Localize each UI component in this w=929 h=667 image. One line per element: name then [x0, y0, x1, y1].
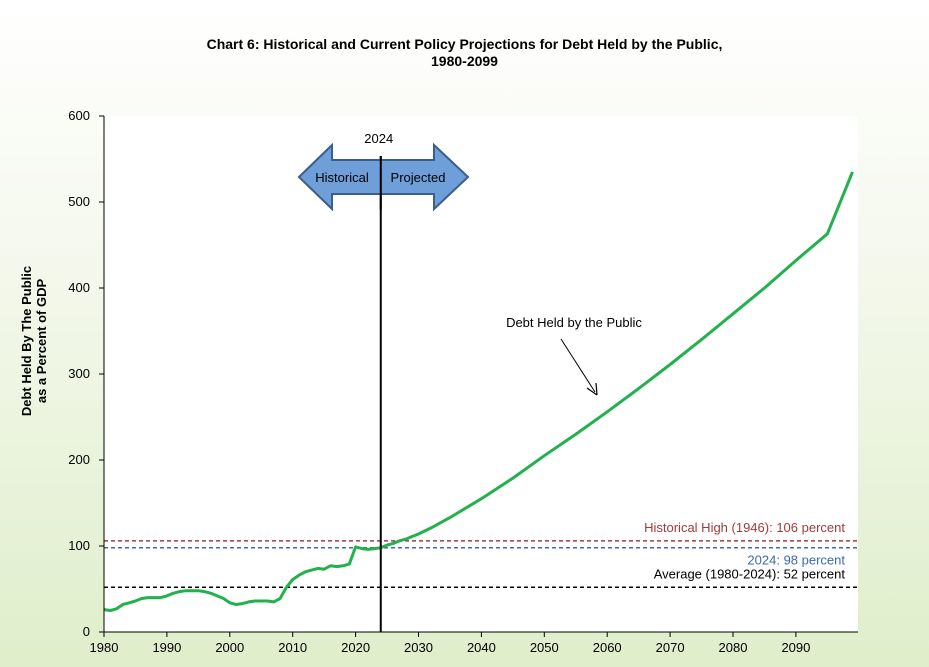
y-tick-label: 100 — [68, 538, 90, 553]
y-tick-label: 0 — [83, 624, 90, 639]
series-annotation-arrowhead — [586, 382, 598, 396]
y-tick-label: 600 — [68, 108, 90, 123]
y-axis-label-line1: Debt Held By The Public — [19, 266, 34, 416]
x-tick-label: 2030 — [404, 640, 433, 655]
x-tick-label: 1990 — [152, 640, 181, 655]
series-annotation-pointer — [560, 338, 596, 393]
y-tick-label: 300 — [68, 366, 90, 381]
chart-title: Chart 6: Historical and Current Policy P… — [0, 36, 929, 70]
reference-line-label: 2024: 98 percent — [747, 553, 845, 568]
y-axis-ticks: 0 100 200 300 400 500 600 — [68, 108, 104, 639]
chart-title-line1: Chart 6: Historical and Current Policy P… — [206, 36, 723, 52]
vertical-marker: 2024 — [364, 131, 393, 632]
double-arrow-shape — [297, 142, 470, 212]
y-axis-label-line2: as a Percent of GDP — [34, 279, 49, 404]
reference-line-label: Historical High (1946): 106 percent — [644, 520, 845, 535]
x-tick-label: 2070 — [656, 640, 685, 655]
x-tick-label: 1980 — [90, 640, 119, 655]
historical-projected-arrow: Historical Projected — [297, 142, 470, 212]
arrow-label-projected: Projected — [391, 170, 446, 185]
plot-area — [104, 116, 858, 632]
x-tick-label: 2020 — [341, 640, 370, 655]
x-tick-label: 2000 — [215, 640, 244, 655]
x-tick-label: 2040 — [467, 640, 496, 655]
y-tick-label: 400 — [68, 280, 90, 295]
y-tick-label: 200 — [68, 452, 90, 467]
vertical-marker-label: 2024 — [364, 131, 393, 146]
series-annotation: Debt Held by the Public — [506, 315, 642, 396]
arrow-label-historical: Historical — [315, 170, 369, 185]
x-tick-label: 2050 — [530, 640, 559, 655]
x-tick-label: 2060 — [593, 640, 622, 655]
x-tick-label: 2090 — [781, 640, 810, 655]
x-tick-label: 2080 — [719, 640, 748, 655]
reference-line-label: Average (1980-2024): 52 percent — [654, 566, 846, 581]
x-tick-label: 2010 — [278, 640, 307, 655]
x-axis-ticks: 1980 1990 2000 2010 2020 2030 2040 2050 2060 2070… — [90, 632, 810, 655]
series-layer — [103, 171, 854, 612]
y-tick-label: 500 — [68, 194, 90, 209]
reference-labels: Historical High (1946): 106 percent 2024:… — [644, 520, 845, 581]
chart-title-line2: 1980-2099 — [431, 53, 498, 69]
series-line — [103, 171, 854, 612]
series-annotation-label: Debt Held by the Public — [506, 315, 642, 330]
